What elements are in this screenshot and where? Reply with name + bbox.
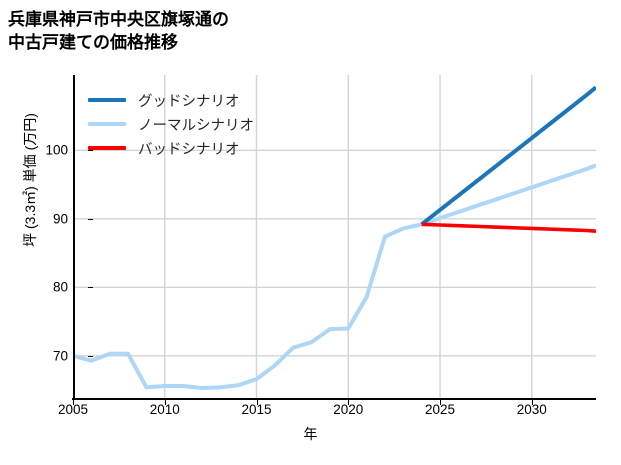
x-axis-tick-mark — [73, 400, 74, 405]
x-axis-tick-label: 2025 — [424, 402, 456, 417]
y-axis-tick-label: 80 — [52, 279, 68, 295]
legend-item-label: グッドシナリオ — [138, 93, 240, 110]
series-line — [420, 85, 596, 226]
legend-item: グッドシナリオ — [88, 88, 288, 112]
legend-color-swatch — [88, 122, 126, 126]
y-axis-spine — [73, 75, 75, 400]
x-axis-tick-label: 2030 — [516, 402, 547, 417]
legend-color-swatch — [88, 98, 126, 102]
series-lines — [73, 85, 596, 391]
plot-area — [73, 75, 596, 399]
gridlines — [73, 75, 596, 399]
chart-legend: グッドシナリオ ノーマルシナリオ バッドシナリオ — [88, 88, 288, 160]
y-axis-tick-mark — [88, 150, 93, 152]
legend-item: ノーマルシナリオ — [88, 112, 288, 136]
series-line — [421, 222, 596, 233]
legend-item-label: バッドシナリオ — [138, 141, 240, 158]
x-axis-tick-mark — [348, 400, 350, 405]
x-axis-tick-mark — [256, 400, 258, 405]
y-axis-tick-label: 100 — [45, 142, 68, 158]
x-axis-tick-label: 2020 — [333, 402, 364, 417]
x-axis-tick-mark — [164, 400, 166, 405]
x-axis-title: 年 — [303, 426, 318, 442]
y-axis-tick-label: 70 — [52, 348, 68, 364]
chart-svg — [73, 75, 596, 399]
x-axis-tick-label: 2015 — [241, 402, 272, 417]
x-axis-spine — [72, 398, 596, 400]
y-axis-tick-mark — [88, 355, 93, 357]
series-line — [73, 163, 596, 391]
legend-item: バッドシナリオ — [88, 136, 288, 160]
y-axis-title-wrapper: 坪 (3.3㎡) 単価 (万円) — [0, 0, 40, 465]
legend-item-label: ノーマルシナリオ — [138, 117, 254, 134]
x-axis-tick-label: 2005 — [57, 402, 89, 417]
y-axis-title: 坪 (3.3㎡) 単価 (万円) — [22, 113, 38, 247]
y-axis-tick-label: 90 — [52, 211, 68, 227]
page-title: 兵庫県神戸市中央区旗塚通の 中古戸建ての価格推移 — [8, 10, 229, 53]
x-axis-tick-mark — [531, 400, 533, 405]
y-axis-tick-mark — [88, 287, 93, 289]
y-axis-ticks: 70 80 90 100 — [20, 0, 93, 465]
x-axis-tick-label: 2010 — [149, 402, 180, 417]
y-axis-tick-mark — [88, 218, 93, 220]
legend-color-swatch — [88, 146, 126, 150]
x-axis-tick-mark — [440, 400, 442, 405]
